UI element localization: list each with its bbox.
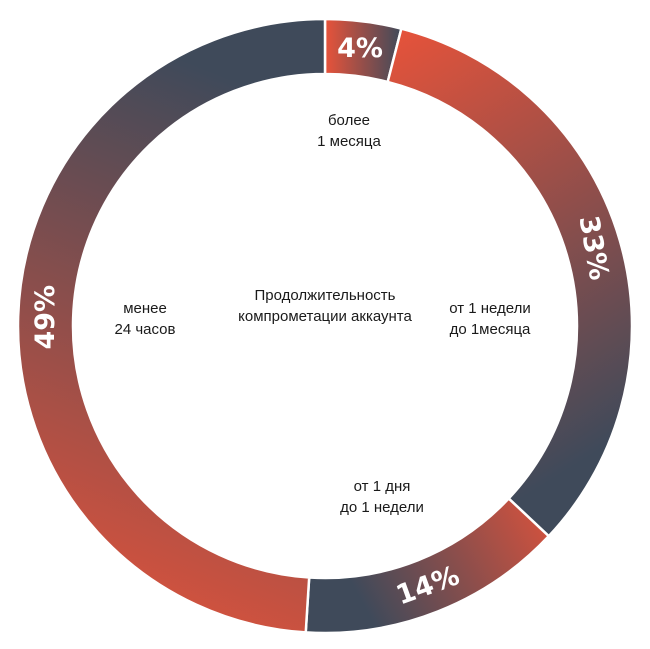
chart-title-line-2: компрометации аккаунта bbox=[238, 308, 412, 325]
category-label-1-line-1: более bbox=[328, 112, 370, 129]
category-label-1-line-2: 1 месяца bbox=[317, 133, 381, 150]
category-label-3-line-1: от 1 дня bbox=[354, 478, 411, 495]
category-label-4-line-2: 24 часов bbox=[115, 321, 176, 338]
chart-title-line-1: Продолжительность bbox=[255, 287, 396, 304]
slices-group bbox=[16, 17, 634, 635]
category-label-3-line-2: до 1 недели bbox=[340, 499, 424, 516]
percent-label-1: 4% bbox=[337, 33, 383, 64]
category-label-2-line-1: от 1 недели bbox=[449, 300, 531, 317]
category-labels-group: более 1 месяца от 1 недели до 1месяца от 1 д… bbox=[115, 112, 532, 516]
category-label-4-line-1: менее bbox=[123, 300, 167, 317]
donut-slice-4 bbox=[16, 17, 327, 634]
category-label-2-line-2: до 1месяца bbox=[450, 321, 531, 338]
donut-slice-3 bbox=[304, 496, 551, 635]
percent-label-4: 49% bbox=[30, 285, 61, 350]
donut-slice-2 bbox=[386, 27, 634, 538]
